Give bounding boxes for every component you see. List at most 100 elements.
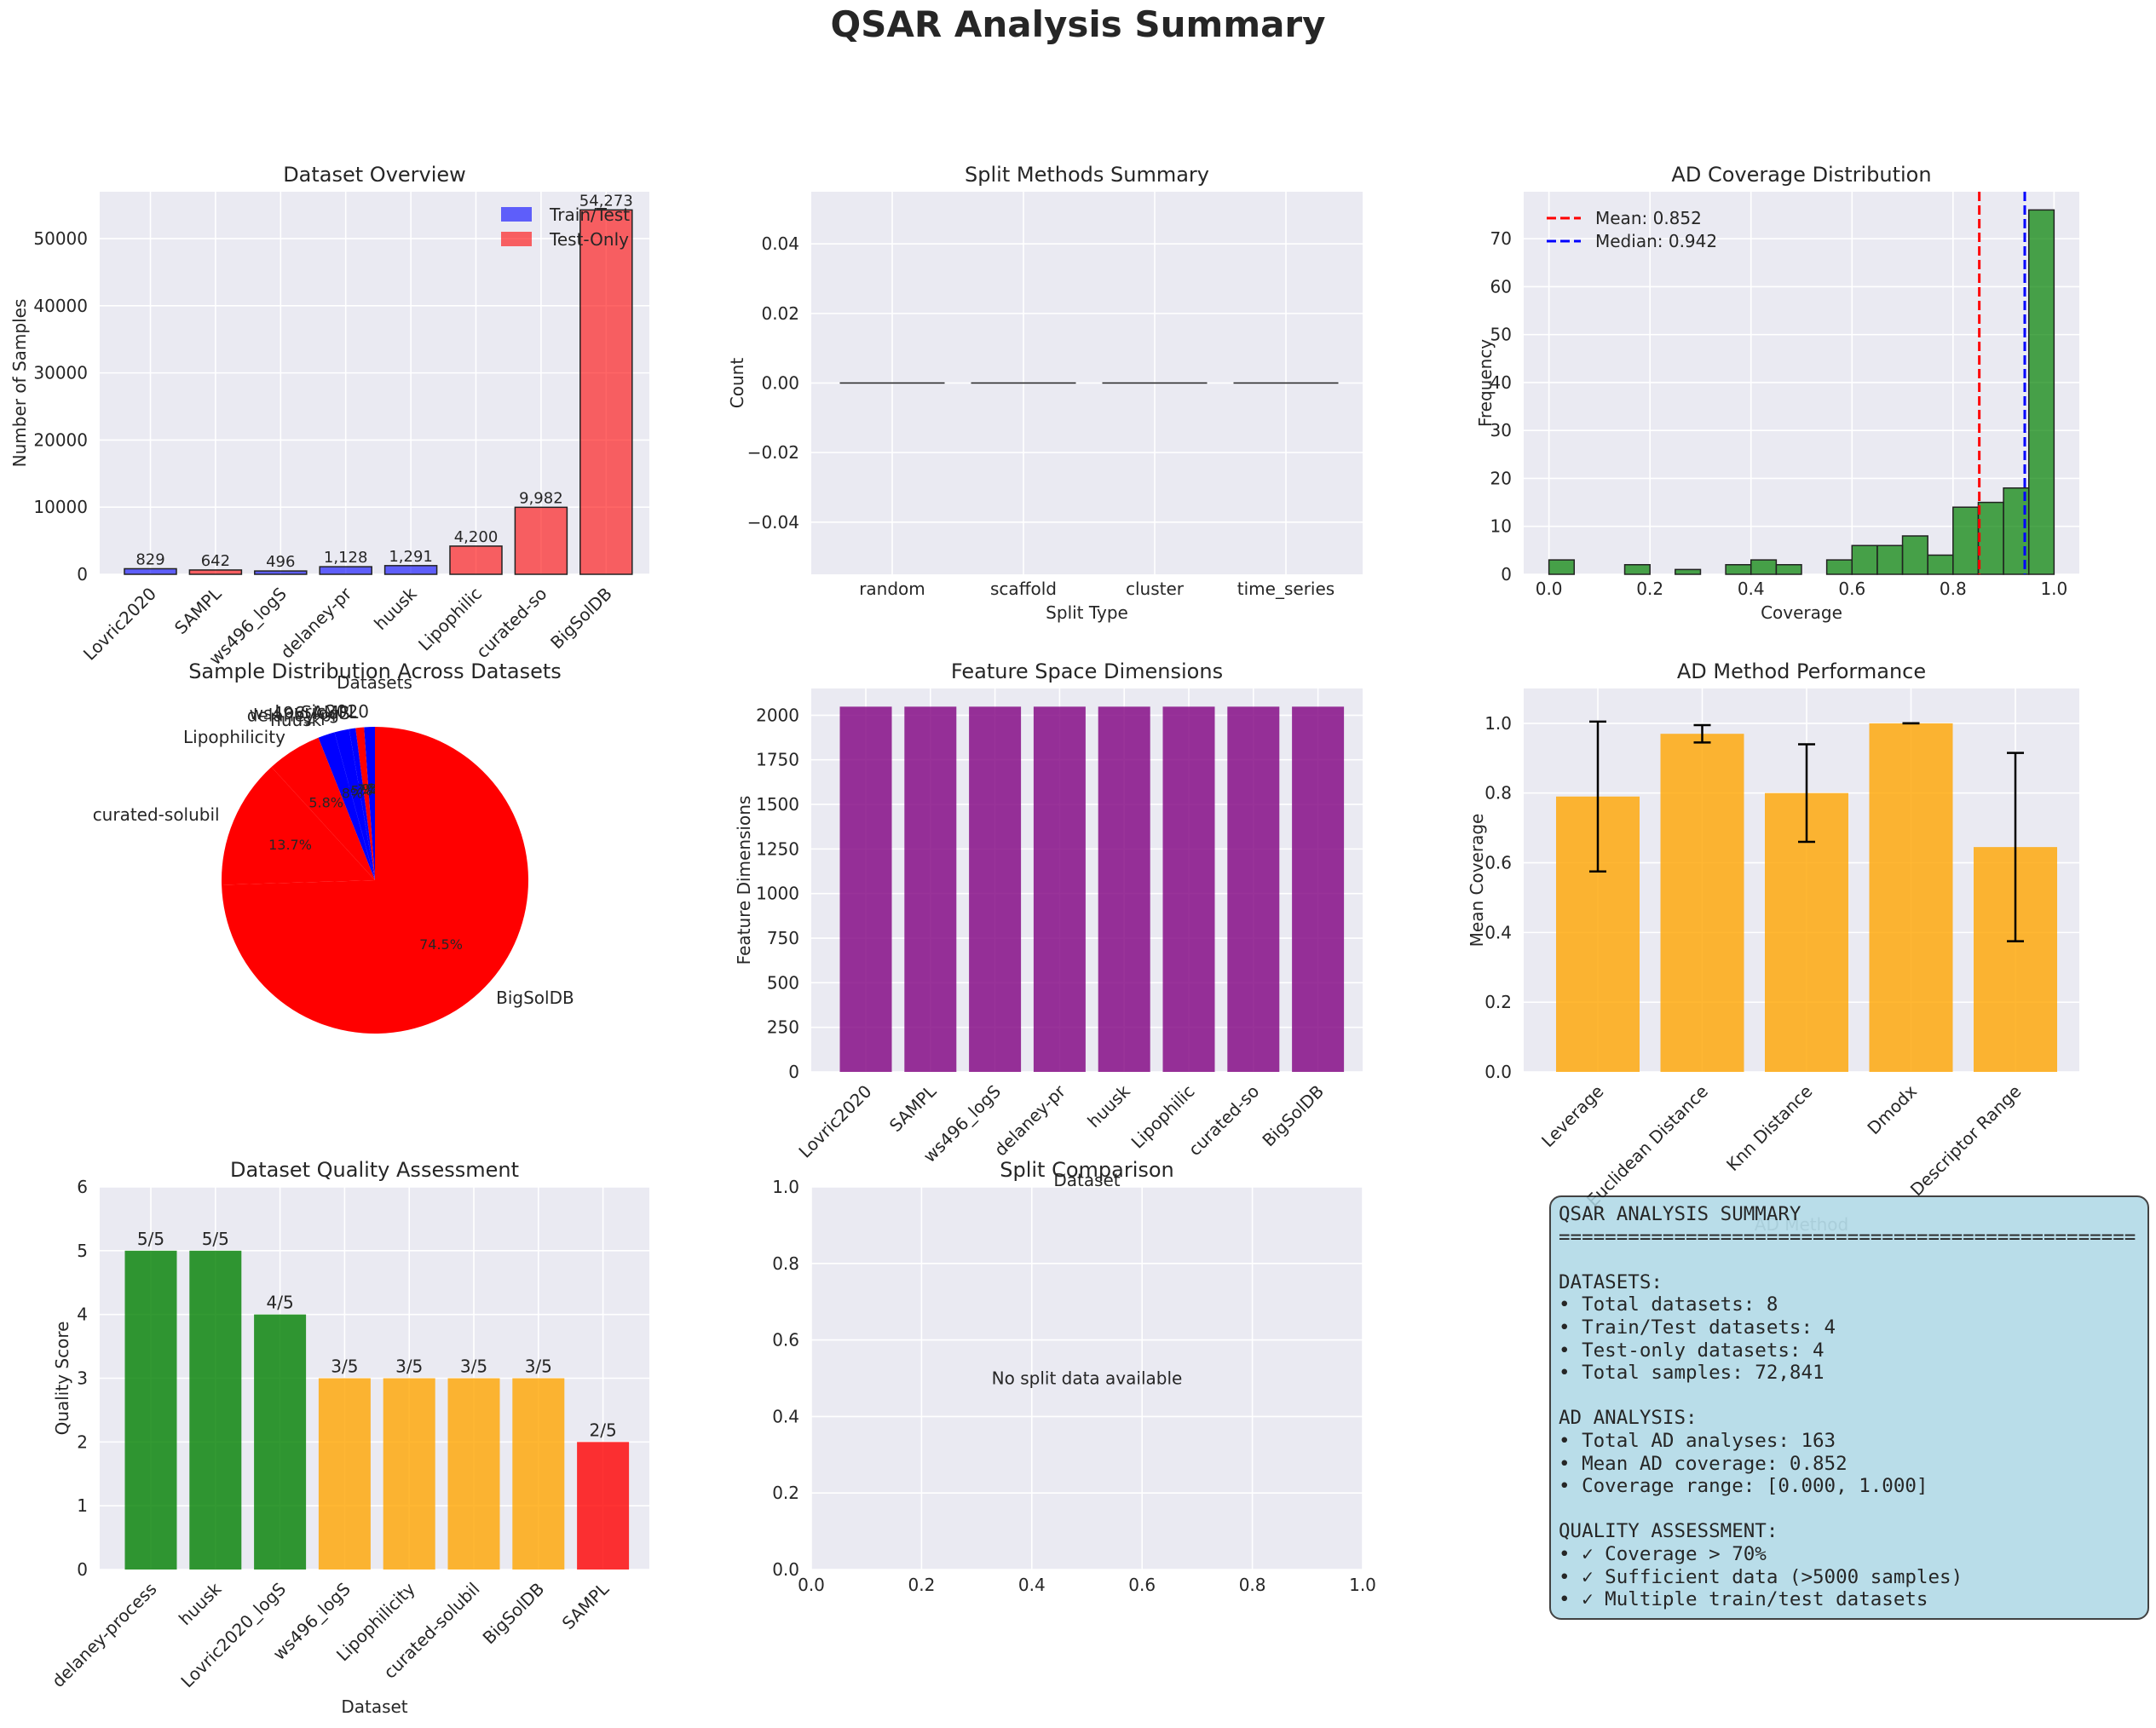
dataset_overview-ylabel: Number of Samples [9,299,30,468]
dataset_overview-value-label: 829 [135,550,164,568]
sample_distribution-pct-label: 5.8% [308,794,343,810]
feature_dimensions-ytick-label: 250 [767,1017,799,1038]
dataset_overview-value-label: 54,273 [579,192,633,210]
sample_distribution-slice-lipophilicity [271,737,375,880]
quality_assessment-ylabel: Quality Score [52,1322,72,1436]
ad_method_performance-ytick-label: 0.0 [1484,1062,1512,1082]
split_comparison-xtick-label: 0.0 [798,1575,825,1595]
ad_coverage-bin [1851,544,1878,575]
quality_assessment-bar-bigsoldb [512,1378,565,1570]
split_comparison-ytick-label: 0.2 [772,1483,799,1503]
sample_distribution-slice-label: SAMPL [301,702,359,723]
ad_coverage-xtick-label: 0.8 [1940,579,1967,599]
dataset_overview-ytick-label: 0 [77,564,88,585]
dataset_overview-bar-curated-so [514,506,568,575]
ad_coverage-ylabel: Frequency [1475,339,1496,427]
ad_method_performance-xtick-label: Knn Distance [1722,1081,1817,1176]
ad_method_performance-title: AD Method Performance [1677,660,1926,683]
feature_dimensions-ytick-label: 750 [767,928,799,948]
dataset_overview-xtick-label: delaney-pr [276,583,355,662]
quality_assessment-bar-huusk [189,1250,242,1570]
quality_assessment-ytick-label: 6 [77,1177,88,1197]
sample_distribution-slice-curated-solubil [221,767,375,885]
sample_distribution-slice-bigsoldb [222,727,528,1034]
ad_coverage-bin [1623,563,1651,575]
quality_assessment-bar-curated-solubil [447,1378,500,1570]
ad_coverage-ytick-label: 0 [1501,564,1512,585]
ad_coverage-ytick-label: 30 [1490,420,1512,441]
sample_distribution-slice-label: BigSolDB [496,988,574,1008]
summary-text: QSAR ANALYSIS SUMMARY ==================… [1559,1203,2136,1611]
split_methods-xtick-label: scaffold [990,579,1057,599]
ad_coverage-bin [1825,559,1853,575]
sample_distribution-slice-lovric2020 [364,727,375,880]
dataset_overview-xtick-label: huusk [370,583,421,634]
sample_distribution-slice-label: ws496_logS [250,703,350,723]
quality_assessment-xlabel: Dataset [341,1696,407,1717]
sample_distribution-slice-label: huusk [270,710,321,730]
quality_assessment-bar-delaney-process [124,1250,177,1570]
dataset_overview-ytick-label: 10000 [33,497,88,517]
dataset_overview-ytick-label: 40000 [33,296,88,316]
ad_method_performance-ytick-label: 0.4 [1484,922,1512,942]
feature_dimensions-ytick-label: 2000 [756,705,799,725]
split_methods-title: Split Methods Summary [965,163,1209,187]
ad_coverage-bin [1725,563,1752,575]
ad_coverage-bin [2027,209,2055,575]
feature_dimensions-ytick-label: 1000 [756,884,799,904]
split_methods-ytick-label: −0.02 [747,442,799,463]
split_methods-ytick-label: 0.02 [761,303,799,324]
ad_method_performance-bar-dmodx [1869,723,1953,1072]
sample_distribution-slice-label: Lipophilicity [183,727,285,747]
dataset_overview-xtick-label: curated-so [472,584,551,663]
sample_distribution-slice-huusk [318,732,375,880]
split_comparison-xtick-label: 0.2 [908,1575,935,1595]
sample_distribution-slice-sampl [355,727,375,880]
feature_dimensions-bar-curated-so [1227,706,1280,1072]
feature_dimensions-bar-ws496-logs [969,706,1022,1072]
dataset_overview-ytick-label: 20000 [33,429,88,450]
sample_distribution-slice-ws496-logs [349,728,375,880]
ad_coverage-legend-label: Median: 0.942 [1595,231,1717,251]
quality_assessment-value-label: 3/5 [525,1356,552,1377]
split_comparison-ytick-label: 0.6 [772,1330,799,1351]
split_methods-ytick-label: −0.04 [747,512,799,533]
split_methods-xtick-label: cluster [1126,579,1185,599]
feature_dimensions-ytick-label: 1500 [756,794,799,815]
feature_dimensions-ytick-label: 1250 [756,838,799,859]
feature_dimensions-bar-huusk [1098,706,1150,1072]
quality_assessment-value-label: 5/5 [202,1229,229,1249]
quality_assessment-title: Dataset Quality Assessment [230,1158,519,1182]
ad_method_performance-ytick-label: 0.2 [1484,992,1512,1012]
feature_dimensions-bar-bigsoldb [1292,706,1345,1072]
ad_method_performance-ytick-label: 0.6 [1484,853,1512,873]
ad_coverage-bin [1901,535,1928,575]
dataset_overview-bar-lipophilic [449,545,503,575]
split_comparison-ytick-label: 0.0 [772,1559,799,1580]
ad_coverage-bin [1927,554,1954,575]
quality_assessment-ytick-label: 3 [77,1368,88,1389]
sample_distribution-slice-label: Lovric2020 [274,701,369,722]
dataset_overview-bar-huusk [383,565,438,575]
feature_dimensions-ytick-label: 500 [767,972,799,993]
ad_coverage-xlabel: Coverage [1761,602,1842,623]
feature_dimensions-bar-lovric2020 [839,706,892,1072]
quality_assessment-value-label: 4/5 [267,1293,294,1313]
quality_assessment-xtick-label: BigSolDB [479,1579,549,1649]
ad_coverage-bin [1750,559,1778,575]
quality_assessment-xtick-label: delaney-process [48,1579,160,1691]
quality_assessment-bar-ws496-logs [318,1378,371,1570]
quality_assessment-value-label: 3/5 [395,1356,423,1377]
feature_dimensions-ytick-label: 0 [788,1062,799,1082]
quality_assessment-panel: Dataset Quality Assessment 0 1 2 3 4 5 6 5/5 dela… [48,1158,649,1717]
split_comparison-plot-area [811,1187,1363,1570]
ad_coverage-ytick-label: 10 [1490,516,1512,537]
dataset_overview-xlabel: Datasets [337,672,412,693]
feature_dimensions-ylabel: Feature Dimensions [734,796,754,965]
split_comparison-ytick-label: 0.4 [772,1406,799,1426]
ad_coverage-bin [1675,568,1702,575]
ad_coverage-bin [1775,563,1802,575]
dataset_overview-xtick-label: Lovric2020 [79,584,160,665]
quality_assessment-ytick-label: 4 [77,1305,88,1325]
